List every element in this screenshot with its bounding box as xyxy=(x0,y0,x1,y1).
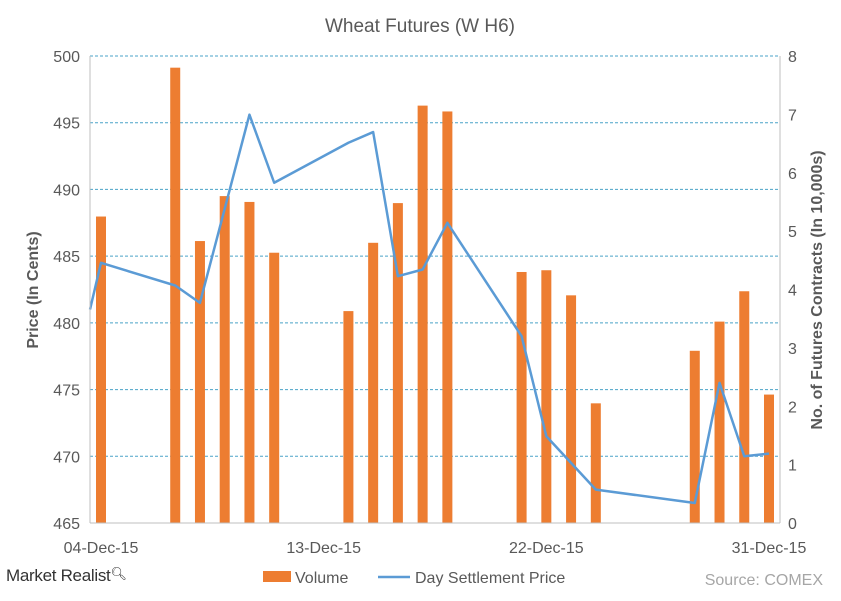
volume-bar xyxy=(714,321,725,523)
right-tick-label: 0 xyxy=(788,516,797,533)
volume-bar xyxy=(764,394,774,523)
brand-name: Market Realist xyxy=(6,566,111,585)
volume-bar xyxy=(689,350,700,523)
volume-bar xyxy=(417,105,428,524)
volume-bar xyxy=(442,111,453,524)
volume-bar xyxy=(566,295,577,523)
legend-price-label: Day Settlement Price xyxy=(415,570,565,587)
volume-bar xyxy=(368,242,379,524)
volume-bar xyxy=(96,216,106,523)
left-tick-label: 470 xyxy=(53,449,80,466)
left-tick-label: 465 xyxy=(53,516,80,533)
right-tick-label: 2 xyxy=(788,399,797,416)
magnifier-icon: 🔍︎ xyxy=(110,566,127,581)
volume-bars xyxy=(96,67,774,524)
right-tick-label: 7 xyxy=(788,107,797,124)
left-axis-title: Price (In Cents) xyxy=(25,231,42,348)
source-note: Source: COMEX xyxy=(704,572,823,589)
x-tick-label: 04-Dec-15 xyxy=(64,540,139,557)
axes xyxy=(89,56,781,524)
right-axis-title: No. of Futures Contracts (In 10,000s) xyxy=(809,150,826,429)
volume-bar xyxy=(343,311,354,523)
chart-title: Wheat Futures (W H6) xyxy=(325,16,515,37)
right-axis-ticks: 0 1 2 3 4 5 6 7 8 xyxy=(788,49,797,533)
x-tick-label: 13-Dec-15 xyxy=(286,540,361,557)
right-tick-label: 5 xyxy=(788,224,797,241)
gridlines xyxy=(90,55,780,457)
right-tick-label: 1 xyxy=(788,458,797,475)
left-tick-label: 495 xyxy=(53,116,80,133)
legend-volume-swatch xyxy=(263,571,291,582)
right-tick-label: 6 xyxy=(788,166,797,183)
volume-bar xyxy=(392,203,403,524)
left-tick-label: 490 xyxy=(53,182,80,199)
volume-bar xyxy=(194,241,205,523)
volume-bar xyxy=(170,67,181,524)
x-tick-label: 22-Dec-15 xyxy=(509,540,584,557)
right-tick-label: 8 xyxy=(788,49,797,66)
volume-bar xyxy=(269,252,280,523)
volume-bar xyxy=(541,270,552,523)
volume-bar xyxy=(739,291,750,523)
right-tick-label: 4 xyxy=(788,283,797,300)
x-tick-label: 31-Dec-15 xyxy=(732,540,807,557)
legend: Volume Day Settlement Price xyxy=(263,570,565,587)
volume-bar xyxy=(244,201,255,523)
left-axis-ticks: 465 470 475 480 485 490 495 500 xyxy=(53,49,80,533)
volume-bar xyxy=(516,271,527,523)
brand-logo: Market Realist🔍︎ xyxy=(6,566,127,586)
legend-volume-label: Volume xyxy=(295,570,348,587)
left-tick-label: 485 xyxy=(53,249,80,266)
price-series-line xyxy=(88,113,770,505)
left-tick-label: 475 xyxy=(53,383,80,400)
left-tick-label: 480 xyxy=(53,316,80,333)
x-axis-ticks: 04-Dec-15 13-Dec-15 22-Dec-15 31-Dec-15 xyxy=(64,540,807,557)
volume-bar xyxy=(219,196,230,523)
volume-bar xyxy=(590,403,601,523)
price-line xyxy=(88,113,770,505)
right-tick-label: 3 xyxy=(788,341,797,358)
left-tick-label: 500 xyxy=(53,49,80,66)
